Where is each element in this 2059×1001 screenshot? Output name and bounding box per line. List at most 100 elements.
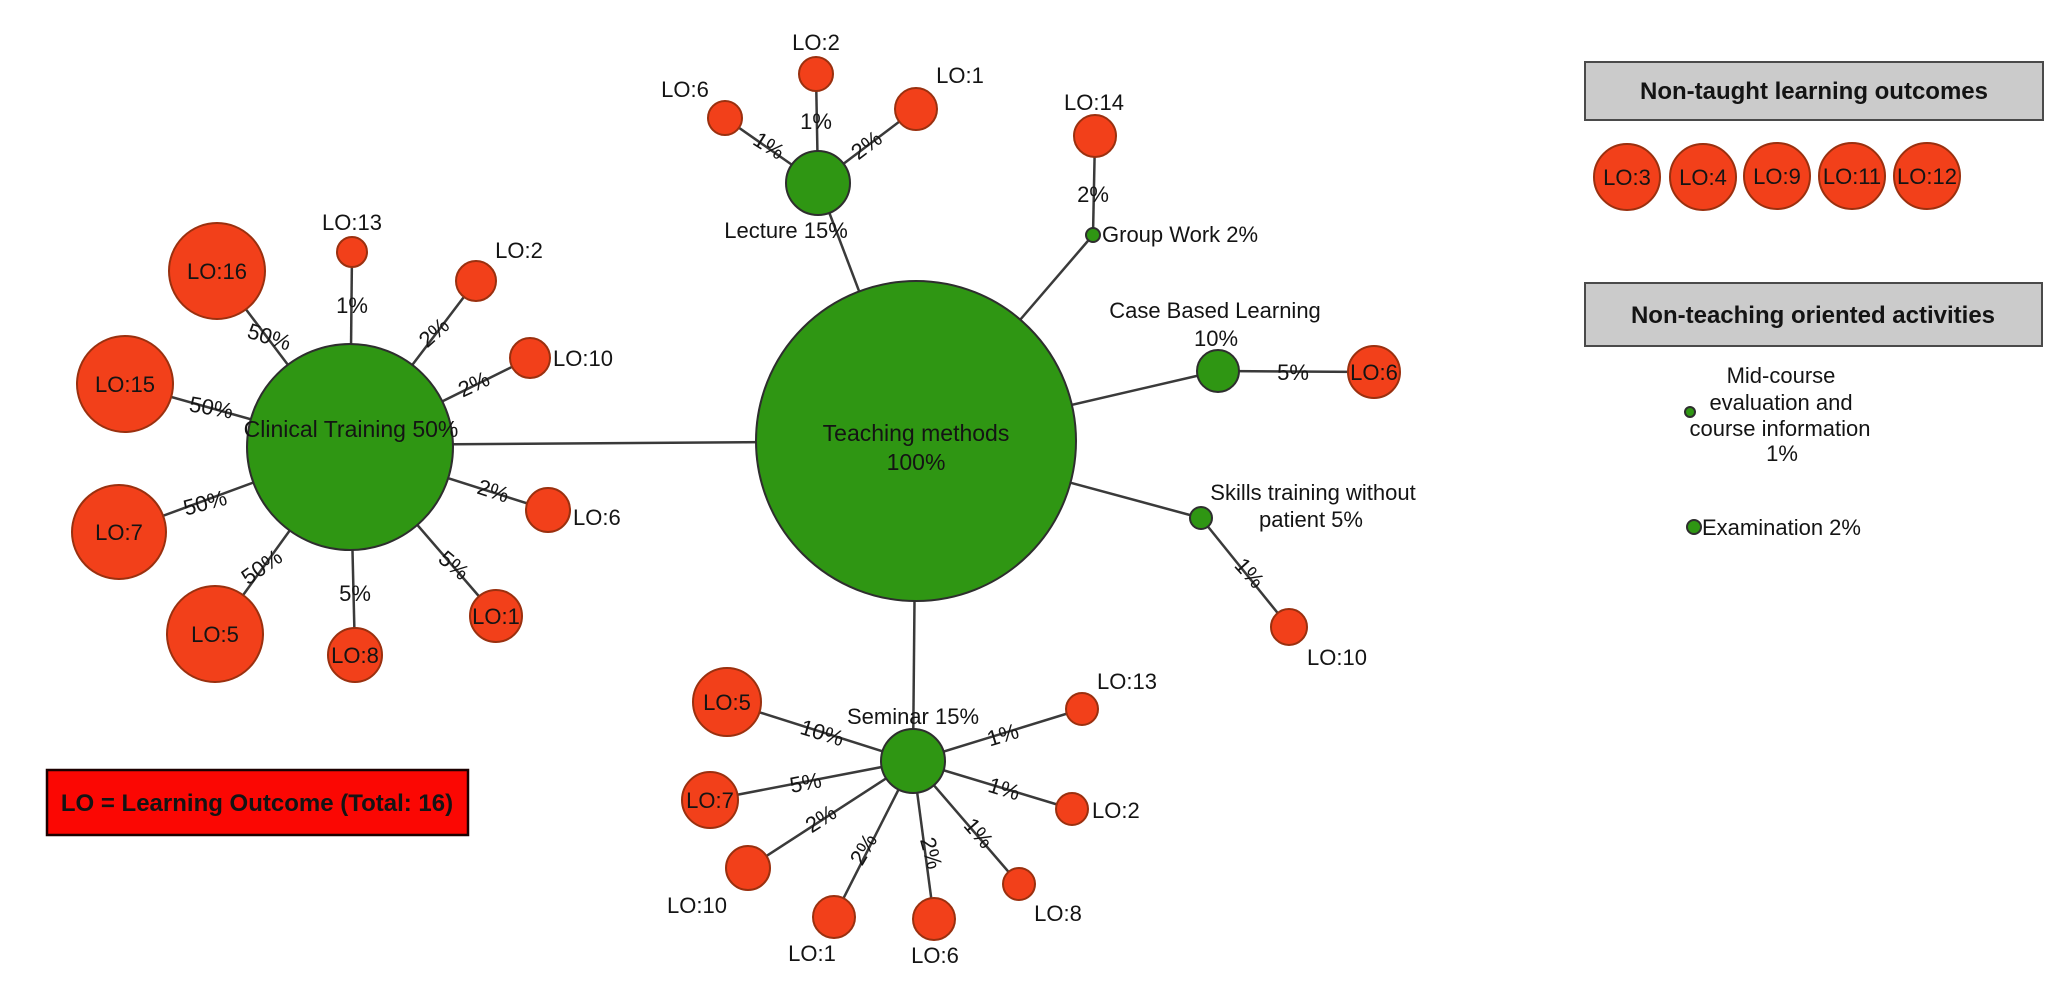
- clinical-lo6-pct: 2%: [474, 474, 512, 508]
- clinical-lo5-node: [166, 585, 264, 683]
- groupwork-lo14-pct: 2%: [1077, 182, 1109, 207]
- clinical-lo15-label: LO:15: [95, 372, 155, 397]
- non-taught-header-box: [1584, 61, 2044, 121]
- nontaught-lo3-node: [1593, 143, 1661, 211]
- seminar-lo13-label: LO:13: [1097, 669, 1157, 694]
- midcourse-line1: Mid-course: [1727, 363, 1836, 388]
- clinical-lo10-node: [509, 337, 551, 379]
- non-teaching-header-box: [1584, 282, 2043, 347]
- clinical-lo7-node: [71, 484, 167, 580]
- nontaught-lo12-label: LO:12: [1897, 164, 1957, 189]
- casebased-lo6-node: [1347, 345, 1401, 399]
- skills-lo10-pct: 1%: [1230, 553, 1270, 593]
- midcourse-line2: evaluation and: [1709, 390, 1852, 415]
- teaching-methods-label-line2: 100%: [887, 449, 946, 475]
- skills-lo10-label: LO:10: [1307, 645, 1367, 670]
- clinical-lo6-label: LO:6: [573, 505, 621, 530]
- seminar-lo13-node: [1065, 692, 1099, 726]
- clinical-lo6-node: [525, 487, 571, 533]
- clinical-training-node: [246, 343, 454, 551]
- clinical-lo13-pct: 1%: [336, 293, 368, 318]
- red-node-labels: LO:16 LO:15 LO:7 LO:5 LO:8 LO:1 LO:6 LO:…: [61, 164, 1957, 817]
- clinical-lo15-pct: 50%: [187, 391, 235, 423]
- clinical-lo10-pct: 2%: [454, 366, 493, 402]
- teaching-methods-label-line1: Teaching methods: [823, 420, 1010, 446]
- panel-header-boxes: [1584, 61, 2044, 347]
- casebased-lo6-label: LO:6: [1350, 360, 1398, 385]
- midcourse-evaluation-dot: [1684, 406, 1696, 418]
- seminar-lo1-node: [812, 895, 856, 939]
- nontaught-lo11-label: LO:11: [1823, 164, 1881, 189]
- lecture-lo1-pct: 2%: [846, 125, 886, 164]
- seminar-lo7-label: LO:7: [686, 788, 734, 813]
- seminar-lo13-pct: 1%: [984, 718, 1022, 751]
- nontaught-lo9-label: LO:9: [1753, 164, 1801, 189]
- seminar-lo2-label: LO:2: [1092, 798, 1140, 823]
- seminar-lo6-label: LO:6: [911, 943, 959, 968]
- clinical-lo8-node: [327, 627, 383, 683]
- clinical-lo10-label: LO:10: [553, 346, 613, 371]
- clinical-lo8-pct: 5%: [339, 581, 371, 606]
- lecture-lo2-label: LO:2: [792, 30, 840, 55]
- groupwork-lo14-node: [1073, 114, 1117, 158]
- skills-lo10-node: [1270, 608, 1308, 646]
- lecture-label: Lecture 15%: [724, 218, 848, 243]
- lecture-lo6-label: LO:6: [661, 77, 709, 102]
- skills-training-node: [1189, 506, 1213, 530]
- nontaught-lo3-label: LO:3: [1603, 165, 1651, 190]
- red-node-group: [71, 56, 1961, 941]
- clinical-lo2-node: [455, 260, 497, 302]
- clinical-lo13-node: [336, 236, 368, 268]
- lecture-lo2-node: [798, 56, 834, 92]
- seminar-lo8-pct: 1%: [959, 813, 999, 853]
- seminar-node: [880, 728, 946, 794]
- edge-skills-lo10: [1200, 517, 1290, 628]
- skills-label-line1: Skills training without: [1210, 480, 1415, 505]
- edge-seminar-lo7: [709, 759, 914, 802]
- clinical-lo16-node: [168, 222, 266, 320]
- clinical-lo15-node: [76, 335, 174, 433]
- clinical-lo13-label: LO:13: [322, 210, 382, 235]
- seminar-lo2-pct: 1%: [985, 772, 1023, 805]
- clinical-lo16-label: LO:16: [187, 259, 247, 284]
- non-teaching-title: Non-teaching oriented activities: [1631, 302, 1995, 329]
- clinical-lo1-label: LO:1: [472, 604, 520, 629]
- seminar-lo7-node: [681, 771, 739, 829]
- clinical-lo16-pct: 50%: [245, 318, 295, 355]
- nontaught-lo12-node: [1893, 142, 1961, 210]
- lecture-lo6-node: [707, 100, 743, 136]
- casebased-lo6-pct: 5%: [1277, 360, 1309, 385]
- seminar-label: Seminar 15%: [847, 704, 979, 729]
- legend-text: LO = Learning Outcome (Total: 16): [61, 790, 453, 817]
- green-node-labels: Teaching methods 100% Clinical Training …: [244, 416, 1010, 475]
- nontaught-lo9-node: [1743, 142, 1811, 210]
- clinical-lo7-pct: 50%: [181, 485, 230, 521]
- legend-box: [45, 768, 470, 837]
- seminar-lo1-label: LO:1: [788, 941, 836, 966]
- seminar-lo6-node: [912, 897, 956, 941]
- seminar-lo10-node: [725, 845, 771, 891]
- nontaught-lo4-label: LO:4: [1679, 165, 1727, 190]
- groupwork-lo14-label: LO:14: [1064, 90, 1124, 115]
- seminar-lo8-label: LO:8: [1034, 901, 1082, 926]
- examination-label: Examination 2%: [1702, 515, 1861, 540]
- clinical-lo8-label: LO:8: [331, 643, 379, 668]
- clinical-lo2-label: LO:2: [495, 238, 543, 263]
- seminar-lo10-label: LO:10: [667, 893, 727, 918]
- examination-dot: [1686, 519, 1702, 535]
- seminar-lo10-pct: 2%: [801, 800, 841, 838]
- lecture-lo2-pct: 1%: [800, 109, 832, 134]
- seminar-lo6-pct: 2%: [915, 834, 947, 871]
- seminar-lo5-node: [692, 667, 762, 737]
- seminar-lo5-pct: 10%: [797, 714, 846, 751]
- green-node-group: [246, 150, 1702, 794]
- skills-label-line2: patient 5%: [1259, 507, 1363, 532]
- midcourse-line4: 1%: [1766, 441, 1798, 466]
- lecture-node: [785, 150, 851, 216]
- clinical-lo7-label: LO:7: [95, 520, 143, 545]
- nontaught-lo11-node: [1818, 142, 1886, 210]
- nontaught-lo4-node: [1669, 143, 1737, 211]
- lecture-lo1-node: [894, 87, 938, 131]
